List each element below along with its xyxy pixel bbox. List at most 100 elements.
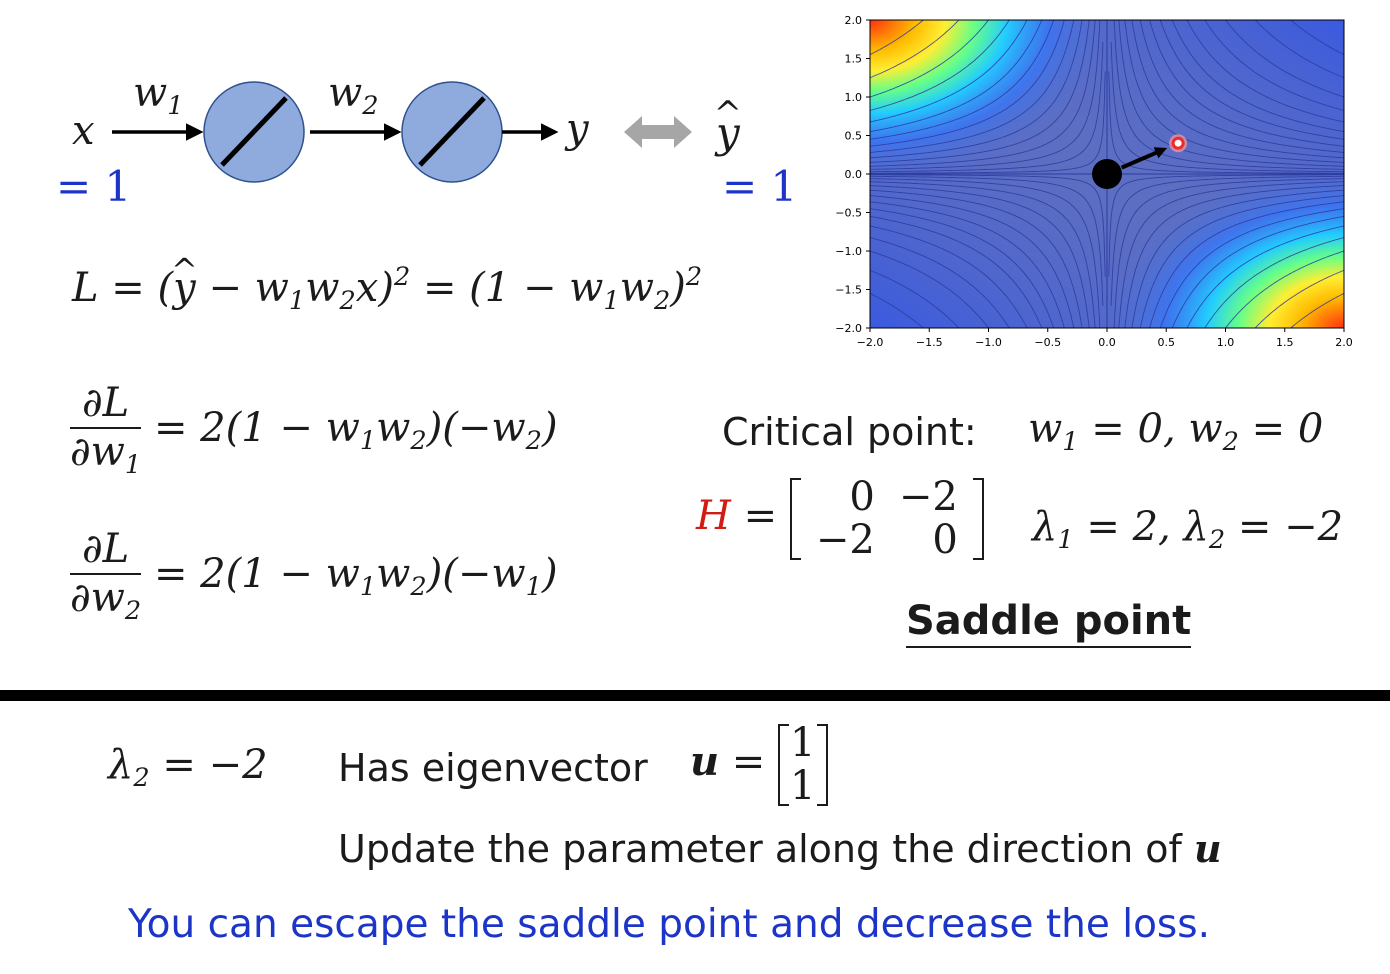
contour-line (870, 208, 1055, 328)
contour-line (870, 175, 1104, 307)
y-tick-label: 0.5 (845, 130, 863, 143)
x-tick-label: 0.0 (1098, 336, 1116, 349)
escape-arrow (1120, 149, 1161, 170)
y-tick-label: −1.5 (835, 284, 862, 297)
contour-line (1171, 215, 1344, 328)
input-x: x (72, 108, 95, 154)
contour-line (870, 292, 925, 328)
contour-line (1124, 20, 1344, 163)
network-diagram (112, 81, 559, 183)
hessian-symbol: H (696, 493, 731, 540)
contour-line (1159, 208, 1344, 328)
contour-line (1159, 20, 1344, 140)
conclusion-text: You can escape the saddle point and decr… (128, 902, 1210, 947)
gradient-w1: ∂L ∂w1 = 2(1 − w1w2)(−w2) (70, 380, 558, 481)
saddle-point-marker (1092, 159, 1122, 189)
x-tick-label: −2.0 (857, 336, 884, 349)
plot-hot-region-bottom-right (1094, 158, 1344, 328)
eigenvector-matrix: 1 1 (778, 721, 828, 808)
neuron-2-activation (418, 96, 486, 167)
x-tick-label: −1.5 (916, 336, 943, 349)
escape-point-marker (1171, 136, 1185, 150)
contour-line (870, 195, 1075, 328)
x-tick-label: 1.0 (1217, 336, 1235, 349)
contour-line (1139, 195, 1344, 328)
x-tick-label: 2.0 (1335, 336, 1353, 349)
weight-w2: w2 (328, 70, 379, 122)
contour-line (870, 20, 925, 56)
eigenvalues: λ1 = 2, λ2 = −2 (1032, 504, 1344, 556)
contour-line (1204, 20, 1344, 111)
saddle-point-label: Saddle point (906, 598, 1192, 648)
x-tick-label: 0.5 (1158, 336, 1176, 349)
escape-arrow-head (1153, 147, 1168, 159)
contour-line (1118, 181, 1344, 328)
input-value: = 1 (56, 162, 132, 211)
weight-w1: w1 (133, 70, 184, 122)
contour-line (1113, 20, 1344, 170)
contour-plot-svg: −2.0 −1.5 −1.0 −0.5 0.0 0.5 1.0 1.5 2.0 2.0 1.5 1.0… (835, 14, 1353, 349)
critical-point-equation: w1 = 0, w2 = 0 (1028, 406, 1324, 458)
contour-line (1254, 20, 1344, 79)
contour-line (870, 20, 1083, 159)
output-y: y (566, 106, 589, 152)
neuron-1-activation (220, 96, 288, 167)
contour-line (1113, 178, 1344, 328)
contour-line (870, 215, 1043, 328)
contour-line (870, 20, 1028, 123)
contour-line (870, 20, 1055, 140)
contour-line (870, 71, 1106, 174)
hessian-equation: H = 0 −2 −2 0 (696, 475, 984, 562)
x-tick-label: −1.0 (975, 336, 1002, 349)
contour-line (870, 41, 1104, 173)
contour-line (1289, 20, 1344, 56)
compare-arrow-icon (624, 116, 692, 148)
contour-line (870, 237, 1010, 328)
contour-line (870, 20, 1096, 167)
contour-line (870, 20, 1010, 111)
contour-line (870, 20, 1090, 163)
contour-line (1131, 189, 1344, 328)
contour-line (870, 20, 1101, 170)
plot-hot-region-top-left (870, 20, 1120, 190)
contour-line (1108, 174, 1344, 277)
contour-line (870, 174, 1106, 277)
contour-line (1108, 71, 1344, 174)
contour-line (1204, 237, 1344, 328)
x-tick-label: −0.5 (1034, 336, 1061, 349)
contour-line (870, 20, 1075, 153)
contour-line (870, 20, 960, 79)
contour-line (1110, 175, 1344, 307)
target-y-hat: y (716, 108, 740, 157)
lambda2-equation: λ2 = −2 (108, 742, 268, 794)
critical-point-label: Critical point: (722, 410, 977, 454)
contour-line (1289, 292, 1344, 328)
hessian-matrix: 0 −2 −2 0 (789, 475, 984, 562)
y-tick-label: −0.5 (835, 207, 862, 220)
contour-line (870, 189, 1083, 328)
y-tick-label: −1.0 (835, 245, 862, 258)
contour-line (1110, 41, 1344, 173)
contour-line (1149, 201, 1344, 328)
contour-line (1124, 185, 1344, 328)
target-value: = 1 (722, 162, 798, 211)
y-tick-label: 1.5 (845, 53, 863, 66)
contour-line (870, 181, 1096, 328)
contour-line (1118, 20, 1344, 167)
x-tick-label: 1.5 (1276, 336, 1294, 349)
contour-line (870, 269, 960, 328)
y-tick-label: 1.0 (845, 91, 863, 104)
contour-plot: −2.0 −1.5 −1.0 −0.5 0.0 0.5 1.0 1.5 2.0 2.0 1.5 1.0… (820, 8, 1360, 358)
contour-line (1131, 20, 1344, 159)
contour-line (1224, 20, 1344, 98)
y-tick-label: 2.0 (845, 14, 863, 27)
update-direction-text: Update the parameter along the direction… (338, 826, 1222, 871)
gradient-w2: ∂L ∂w2 = 2(1 − w1w2)(−w1) (70, 526, 558, 627)
loss-equation: L = (y − w1w2x)2 = (1 − w1w2)2 (72, 262, 702, 316)
eigenvector-u: u = 1 1 (690, 721, 828, 808)
contour-line (870, 20, 1043, 133)
contour-line (1149, 20, 1344, 147)
contour-line (1171, 20, 1344, 133)
contour-line (870, 20, 990, 98)
contour-line (1224, 250, 1344, 328)
